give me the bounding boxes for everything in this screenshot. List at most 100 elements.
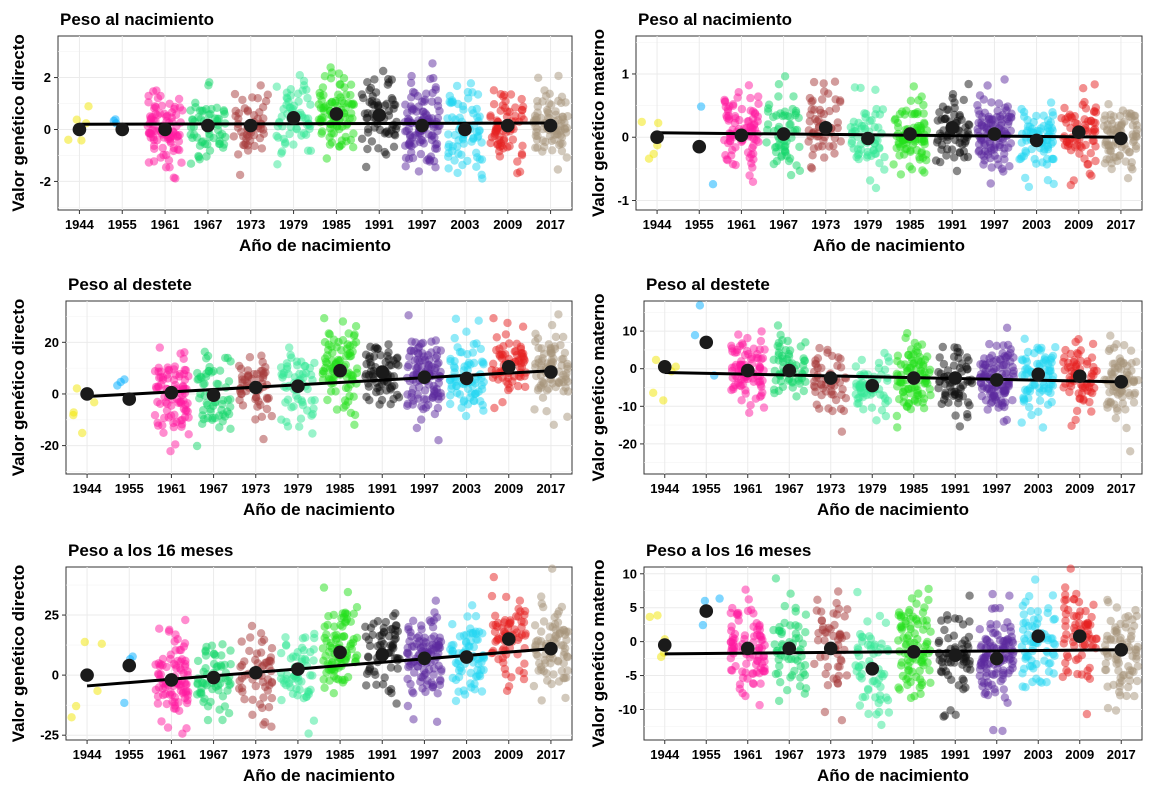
data-point-1973 — [250, 141, 259, 151]
data-point-1997 — [418, 97, 427, 106]
data-point-1991 — [365, 396, 374, 405]
data-point-2003 — [1017, 418, 1026, 427]
data-point-1985 — [330, 622, 339, 631]
data-point-1961 — [179, 369, 189, 379]
data-point-1973 — [259, 114, 268, 123]
data-point-1967 — [800, 366, 809, 375]
x-tick-label: 1967 — [775, 747, 804, 762]
data-point-1985 — [349, 609, 358, 618]
data-point-1944 — [78, 428, 87, 438]
data-point-2009 — [488, 620, 498, 630]
data-point-1967 — [799, 386, 808, 396]
data-point-1991 — [377, 630, 386, 640]
data-point-1967 — [224, 377, 234, 386]
data-point-1991 — [937, 399, 946, 409]
data-point-1979 — [304, 729, 313, 738]
data-point-1979 — [858, 693, 867, 702]
data-point-2017 — [1133, 676, 1142, 686]
data-point-2017 — [563, 112, 572, 121]
data-point-1967 — [200, 347, 209, 356]
data-point-1997 — [991, 688, 1000, 697]
data-point-2009 — [1083, 672, 1092, 681]
mean-point-2017 — [544, 365, 558, 379]
scatter-points — [649, 301, 1143, 456]
data-point-1973 — [248, 695, 257, 704]
x-tick-label: 1955 — [692, 747, 721, 762]
data-point-1979 — [877, 669, 886, 678]
data-point-1961 — [184, 430, 193, 439]
y-tick-label: 20 — [45, 335, 59, 350]
data-point-1967 — [214, 380, 223, 389]
data-point-1967 — [764, 104, 773, 113]
x-tick-label: 2009 — [1065, 747, 1094, 762]
data-point-1979 — [857, 669, 866, 679]
data-point-1973 — [243, 141, 252, 150]
data-point-2017 — [1133, 662, 1143, 671]
data-point-1973 — [813, 595, 822, 604]
data-point-1967 — [220, 702, 230, 711]
data-point-2017 — [1106, 110, 1115, 120]
data-point-1967 — [786, 170, 796, 180]
data-point-1997 — [1005, 591, 1014, 600]
data-point-2009 — [512, 628, 521, 637]
data-point-2009 — [1089, 107, 1099, 117]
x-tick-label: 1944 — [650, 481, 680, 496]
data-point-1991 — [942, 611, 952, 620]
data-point-1973 — [811, 356, 820, 365]
data-point-1991 — [381, 358, 390, 367]
data-point-1991 — [388, 642, 397, 652]
data-point-1997 — [1004, 143, 1013, 152]
data-point-1961 — [149, 87, 158, 96]
data-point-2009 — [1071, 655, 1081, 665]
data-point-1979 — [863, 640, 873, 650]
data-point-1985 — [318, 644, 328, 653]
data-point-1991 — [394, 361, 403, 370]
data-point-1973 — [253, 94, 262, 103]
data-point-1997 — [987, 604, 997, 613]
data-point-1973 — [240, 695, 249, 704]
data-point-1944 — [69, 408, 78, 417]
data-point-1967 — [217, 651, 226, 660]
mean-point-2017 — [543, 118, 558, 133]
data-point-1979 — [868, 677, 877, 686]
data-point-1967 — [204, 110, 213, 120]
data-point-2017 — [537, 696, 546, 705]
data-point-1973 — [251, 681, 260, 691]
data-point-1979 — [853, 587, 862, 597]
data-point-1991 — [963, 410, 972, 419]
data-point-1967 — [775, 661, 784, 671]
x-tick-label: 2017 — [1107, 481, 1136, 496]
data-point-1997 — [405, 637, 414, 646]
data-point-1979 — [853, 150, 863, 160]
data-point-2003 — [1031, 575, 1040, 584]
data-point-2017 — [1113, 406, 1122, 415]
mean-point-1955 — [122, 658, 137, 673]
data-point-2009 — [487, 133, 497, 142]
data-point-1973 — [813, 363, 822, 373]
data-point-1973 — [229, 132, 238, 141]
data-point-2009 — [495, 344, 504, 353]
x-tick-label: 1973 — [241, 747, 270, 762]
data-point-1967 — [192, 441, 202, 451]
data-point-1979 — [874, 698, 883, 708]
data-point-1997 — [409, 715, 418, 724]
data-point-2017 — [537, 599, 546, 608]
data-point-2017 — [1103, 703, 1113, 713]
data-point-1961 — [183, 667, 192, 676]
x-tick-label: 1985 — [326, 747, 355, 762]
data-point-2003 — [444, 164, 453, 173]
data-point-1985 — [351, 653, 360, 662]
data-point-2017 — [1127, 627, 1136, 636]
data-point-1961 — [728, 636, 737, 645]
data-point-2017 — [532, 371, 541, 381]
data-point-1961 — [731, 662, 740, 671]
data-point-2009 — [515, 596, 525, 605]
data-point-1973 — [230, 89, 240, 99]
y-tick-label: 0 — [44, 122, 51, 137]
data-point-2017 — [534, 73, 543, 83]
data-point-1973 — [834, 587, 843, 596]
data-point-1973 — [823, 662, 833, 672]
data-point-1997 — [428, 88, 437, 98]
data-point-1967 — [780, 601, 789, 611]
